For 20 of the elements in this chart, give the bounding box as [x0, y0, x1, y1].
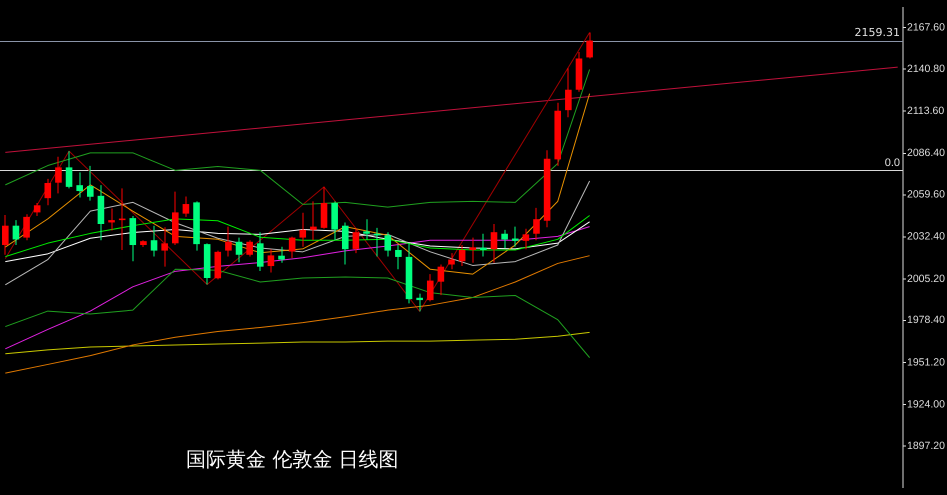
candlestick	[310, 201, 317, 240]
y-tick-label: 2140.80	[907, 63, 946, 76]
candlestick	[480, 234, 487, 256]
y-tick-label: 2086.40	[907, 147, 946, 160]
y-tick-label: 1978.40	[907, 314, 946, 326]
y-tick-label: 1897.20	[907, 440, 946, 452]
candlestick	[118, 188, 126, 250]
annotation: 0.0	[884, 156, 900, 169]
candlestick	[363, 219, 370, 240]
y-tick-label: 2032.40	[907, 230, 946, 243]
y-tick-label: 2005.20	[907, 272, 946, 285]
candlestick	[374, 228, 380, 256]
y-tick-label: 2059.60	[907, 188, 946, 201]
y-tick-label: 2167.60	[907, 22, 946, 34]
y-tick-label: 2113.60	[907, 105, 944, 118]
text: 国际黄金 伦敦金 日线图	[186, 446, 399, 473]
candlestick	[469, 238, 476, 263]
y-tick-label: 1924.00	[907, 398, 946, 410]
y-tick-label: 1951.20	[907, 356, 946, 368]
ref-line-label: 2159.31	[854, 26, 900, 39]
